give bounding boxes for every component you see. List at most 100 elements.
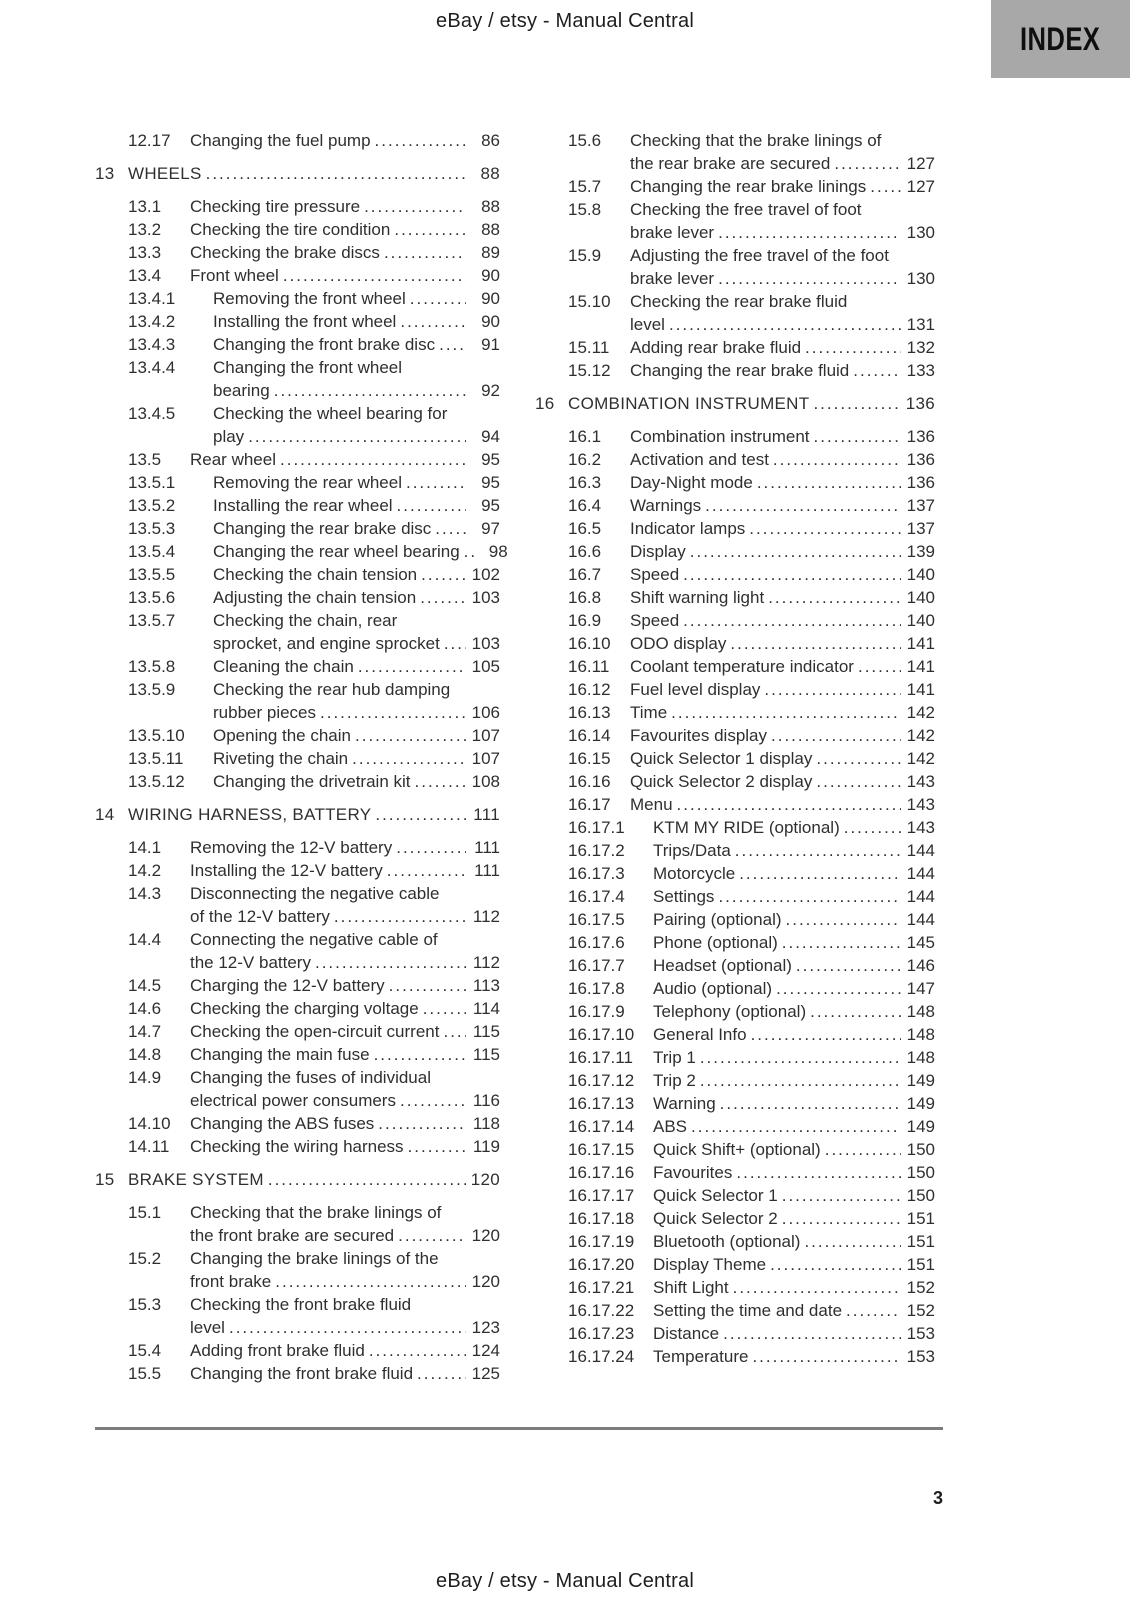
- toc-entry-page: 140: [906, 611, 935, 630]
- toc-entry-row: 16.17.16 Favourites......................…: [568, 1161, 935, 1184]
- dot-leader: ........................................…: [352, 749, 466, 768]
- toc-entry-title: front brake: [190, 1272, 272, 1291]
- toc-entry-row: 15.10 Checking the rear brake fluid level.…: [568, 290, 935, 336]
- toc-entry-row: 14.7 Checking the open-circuit current...…: [128, 1020, 500, 1043]
- dot-leader: ........................................…: [320, 703, 466, 722]
- toc-entry-number: 14.9: [128, 1068, 162, 1087]
- toc-entry-row: 13.5.2 Installing the rear wheel.........…: [128, 494, 500, 517]
- toc-entry-number: 16.11: [568, 657, 610, 676]
- dot-leader: ........................................…: [857, 657, 901, 676]
- toc-entry-title-line: Adjusting the free travel of the foot: [630, 246, 889, 265]
- dot-leader: ........................................…: [846, 1301, 901, 1320]
- toc-entry-row: 16.17 Menu...............................…: [568, 793, 935, 816]
- toc-entry-number: 14.6: [128, 999, 162, 1018]
- toc-entry-page: 140: [906, 588, 935, 607]
- toc-entry-page: 150: [906, 1140, 935, 1159]
- toc-entry-page: 143: [906, 795, 935, 814]
- toc-entry-title: General Info: [653, 1025, 747, 1044]
- toc-entry-title: Adding front brake fluid: [190, 1341, 365, 1360]
- toc-entry-row: 16.17.24 Temperature.....................…: [568, 1345, 935, 1368]
- toc-entry-row: 13.4 Front wheel.........................…: [128, 264, 500, 287]
- toc-entry-row: 16.17.1 KTM MY RIDE (optional)...........…: [568, 816, 935, 839]
- toc-entry-title-line: Changing the front wheel: [213, 358, 403, 377]
- dot-leader: ........................................…: [676, 795, 901, 814]
- toc-entry-row: 14.6 Checking the charging voltage.......…: [128, 997, 500, 1020]
- toc-entry-title: Telephony (optional): [653, 1002, 807, 1021]
- toc-entry-title: Menu: [630, 795, 673, 814]
- toc-entry-number: 13.5.8: [128, 657, 176, 676]
- toc-entry-number: 13.5.4: [128, 542, 176, 561]
- dot-leader: ........................................…: [739, 864, 901, 883]
- toc-entry-row: 13.4.3 Changing the front brake disc.....…: [128, 333, 500, 356]
- toc-entry-number: 16.2: [568, 450, 602, 469]
- toc-entry-title: Trips/Data: [653, 841, 731, 860]
- toc-entry-title-line: Checking the wheel bearing for: [213, 404, 448, 423]
- toc-entry-title: Quick Selector 1 display: [630, 749, 813, 768]
- toc-entry-row: 15.8 Checking the free travel of foot brak…: [568, 198, 935, 244]
- toc-entry-row: 16.15 Quick Selector 1 display...........…: [568, 747, 935, 770]
- toc-entry-row: 13.5.8 Cleaning the chain................…: [128, 655, 500, 678]
- toc-entry-title: Adjusting the chain tension: [213, 588, 417, 607]
- toc-entry-title: Checking the open-circuit current: [190, 1022, 440, 1041]
- toc-entry-row: 13.5.6 Adjusting the chain tension.......…: [128, 586, 500, 609]
- toc-entry-row: 13.5.5 Checking the chain tension........…: [128, 563, 500, 586]
- toc-entry-page: 90: [481, 289, 500, 308]
- toc-entry-page: 111: [473, 805, 500, 824]
- toc-entry-title: Favourites display: [630, 726, 768, 745]
- dot-leader: ........................................…: [388, 976, 466, 995]
- dot-leader: ........................................…: [400, 312, 466, 331]
- dot-leader: ........................................…: [398, 1226, 466, 1245]
- toc-entry-row: 16.17.17 Quick Selector 1................…: [568, 1184, 935, 1207]
- toc-entry-page: 106: [471, 703, 500, 722]
- dot-leader: ........................................…: [768, 588, 901, 607]
- page-number: 3: [932, 1488, 943, 1508]
- dot-leader: ........................................…: [368, 1341, 466, 1360]
- toc-entry-page: 111: [474, 838, 500, 857]
- toc-entry-title: Motorcycle: [653, 864, 736, 883]
- toc-entry-page: 133: [906, 361, 935, 380]
- dot-leader: ........................................…: [810, 1002, 901, 1021]
- toc-entry-row: 14.3 Disconnecting the negative cable of t…: [128, 882, 500, 928]
- toc-entry-row: 14.4 Connecting the negative cable of the …: [128, 928, 500, 974]
- toc-entry-row: 14.9 Changing the fuses of individual elec…: [128, 1066, 500, 1112]
- toc-entry-title: ODO display: [630, 634, 727, 653]
- dot-leader: ........................................…: [275, 1272, 466, 1291]
- toc-entry-page: 90: [481, 266, 500, 285]
- toc-entry-page: 116: [472, 1091, 500, 1110]
- toc-entry-number: 14: [95, 805, 115, 824]
- toc-entry-title: Checking tire pressure: [190, 197, 361, 216]
- toc-entry-number: 15.3: [128, 1295, 162, 1314]
- toc-entry-page: 153: [906, 1324, 935, 1343]
- toc-entry-title: Phone (optional): [653, 933, 778, 952]
- dot-leader: ........................................…: [417, 1364, 466, 1383]
- dot-leader: ........................................…: [422, 999, 466, 1018]
- toc-entry-number: 16.1: [568, 427, 602, 446]
- toc-entry-page: 89: [481, 243, 500, 262]
- toc-entry-number: 16.17.6: [568, 933, 625, 952]
- toc-entry-number: 13.3: [128, 243, 162, 262]
- toc-chapter-row: 13 WHEELS................................…: [95, 162, 500, 185]
- toc-entry-page: 151: [906, 1209, 935, 1228]
- toc-entry-title: Installing the 12-V battery: [190, 861, 383, 880]
- toc-entry-title: level: [630, 315, 665, 334]
- dot-leader: ........................................…: [267, 1170, 466, 1189]
- toc-entry-row: 16.17.3 Motorcycle.......................…: [568, 862, 935, 885]
- toc-entry-number: 13.5.11: [128, 749, 184, 768]
- toc-entry-page: 120: [471, 1272, 500, 1291]
- toc-entry-row: 15.6 Checking that the brake linings of th…: [568, 129, 935, 175]
- dot-leader: ........................................…: [749, 519, 901, 538]
- toc-entry-title: Charging the 12-V battery: [190, 976, 385, 995]
- table-of-contents: 12.17 Changing the fuel pump.............…: [95, 129, 935, 1385]
- toc-entry-number: 13.5.1: [128, 473, 176, 492]
- toc-entry-page: 143: [906, 818, 935, 837]
- toc-entry-title: Removing the front wheel: [213, 289, 406, 308]
- toc-entry-number: 13.4.5: [128, 404, 176, 423]
- toc-entry-title: Quick Selector 1: [653, 1186, 778, 1205]
- toc-entry-row: 16.5 Indicator lamps.....................…: [568, 517, 935, 540]
- toc-entry-number: 13.5: [128, 450, 162, 469]
- toc-entry-title: of the 12-V battery: [190, 907, 330, 926]
- dot-leader: ........................................…: [752, 1347, 901, 1366]
- toc-entry-title: Combination instrument: [630, 427, 810, 446]
- toc-entry-number: 15.9: [568, 246, 602, 265]
- toc-chapter-row: 14 WIRING HARNESS, BATTERY...............…: [95, 803, 500, 826]
